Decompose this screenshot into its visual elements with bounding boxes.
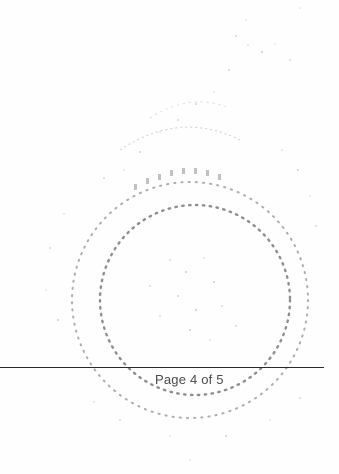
footer-divider bbox=[0, 367, 324, 368]
page-number: Page 4 of 5 bbox=[155, 372, 224, 387]
